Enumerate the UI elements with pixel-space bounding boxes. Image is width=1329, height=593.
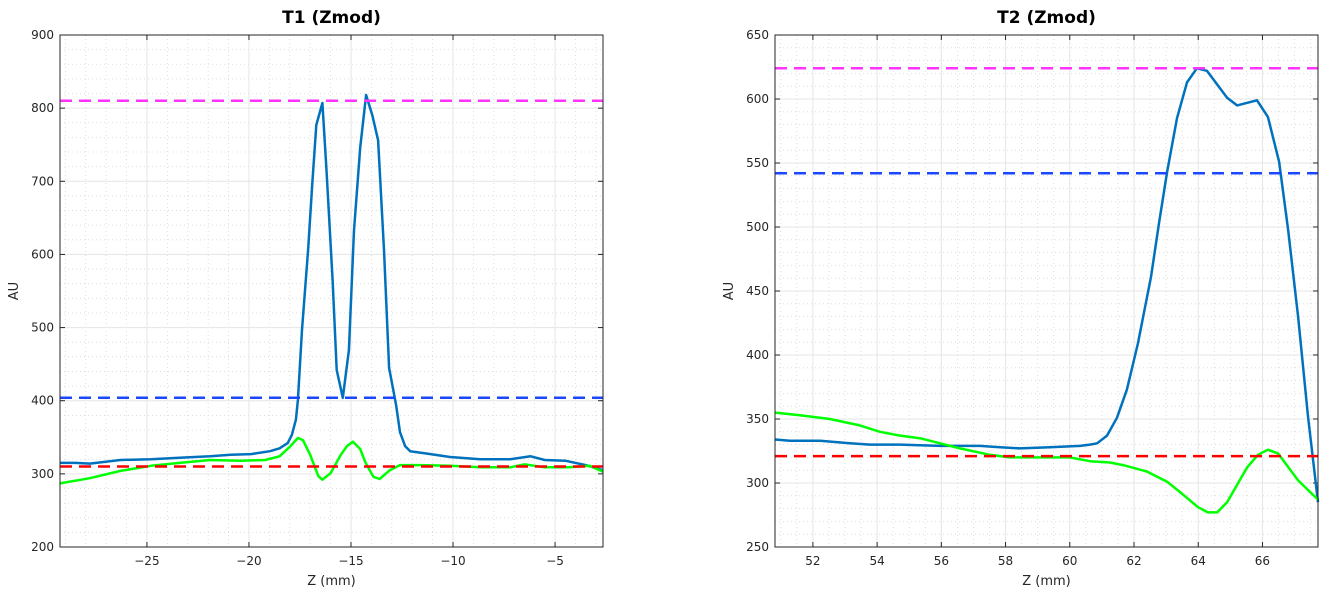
series-green: [774, 411, 1319, 514]
y-tick-label: 700: [31, 174, 54, 188]
axes-box: [59, 34, 604, 548]
x-tick-label: 52: [805, 554, 820, 568]
y-tick-label: 600: [746, 92, 769, 106]
y-tick-label: 500: [746, 220, 769, 234]
x-tick-label: 58: [998, 554, 1013, 568]
y-tick-label: 450: [746, 284, 769, 298]
y-tick-label: 900: [31, 28, 54, 42]
chart-title: T1 (Zmod): [282, 8, 381, 28]
y-tick-label: 250: [746, 540, 769, 554]
axes-box: [774, 34, 1319, 548]
plot-area: [60, 35, 603, 547]
x-tick-label: 60: [1062, 554, 1077, 568]
y-tick-label: 400: [746, 348, 769, 362]
y-tick-label: 800: [31, 101, 54, 115]
y-tick-label: 200: [31, 540, 54, 554]
axes-2: 52 54 56 58 60 62 64 66 250 300 350 400 450 500 550 600…: [722, 8, 1320, 589]
x-axis-label: Z (mm): [1022, 574, 1071, 589]
x-axis-label: Z (mm): [307, 574, 356, 589]
axes-1: −25 −20 −15 −10 −5 200 300 400 500 600 700 800 900 T1…: [7, 8, 604, 589]
y-tick-label: 300: [746, 476, 769, 490]
x-tick-label: 62: [1126, 554, 1141, 568]
x-tick-label: −15: [338, 554, 363, 568]
y-tick-label: 300: [31, 467, 54, 481]
y-tick-label: 350: [746, 412, 769, 426]
x-tick-label: 66: [1255, 554, 1270, 568]
series-blue: [774, 67, 1320, 503]
y-axis-label: AU: [7, 282, 22, 300]
x-tick-label: 54: [869, 554, 884, 568]
x-tick-label: −25: [134, 554, 159, 568]
series-blue: [60, 93, 604, 472]
y-tick-label: 550: [746, 156, 769, 170]
y-tick-label: 400: [31, 394, 54, 408]
x-tick-label: 64: [1191, 554, 1206, 568]
y-axis-label: AU: [722, 282, 737, 300]
y-tick-label: 650: [746, 28, 769, 42]
x-tick-label: −10: [440, 554, 465, 568]
x-tick-label: −20: [236, 554, 261, 568]
x-tick-label: −5: [546, 554, 564, 568]
chart-title: T2 (Zmod): [997, 8, 1096, 28]
x-tick-label: 56: [934, 554, 949, 568]
y-tick-label: 600: [31, 247, 54, 261]
series-green: [59, 436, 604, 485]
y-tick-label: 500: [31, 321, 54, 335]
